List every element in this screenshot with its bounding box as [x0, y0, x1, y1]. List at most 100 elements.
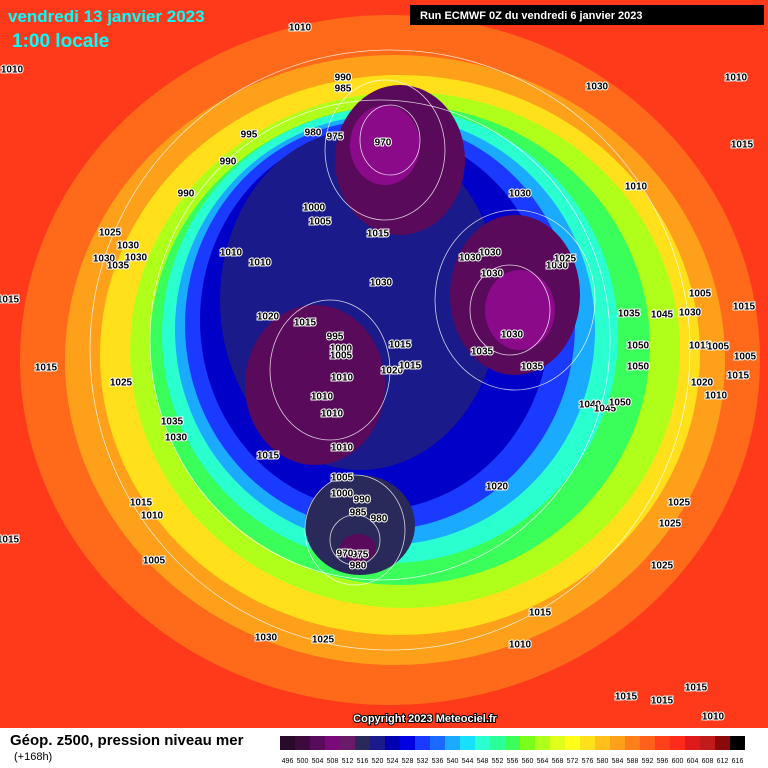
isobar-label: 1035 [107, 261, 130, 272]
isobar-label: 1010 [289, 23, 312, 34]
colorbar-label: 612 [717, 758, 729, 765]
isobar-label: 1015 [733, 302, 756, 313]
colorbar-label: 564 [537, 758, 549, 765]
colorbar-swatch [520, 736, 535, 750]
colorbar-label: 556 [507, 758, 519, 765]
colorbar-label: 536 [432, 758, 444, 765]
colorbar-swatch [550, 736, 565, 750]
colorbar-label: 584 [612, 758, 624, 765]
isobar-label: 1010 [1, 65, 24, 76]
isobar-label: 1005 [330, 351, 353, 362]
isobar-label: 980 [350, 561, 367, 572]
isobar-label: 1005 [689, 289, 712, 300]
isobar-label: 1015 [257, 451, 280, 462]
colorbar-swatch [355, 736, 370, 750]
isobar-label: 1030 [125, 253, 148, 264]
isobar-label: 980 [371, 514, 388, 525]
isobar-label: 1010 [702, 712, 725, 723]
isobar-label: 1025 [659, 519, 682, 530]
colorbar-swatch [700, 736, 715, 750]
isobar-label: 990 [354, 495, 371, 506]
isobar-label: 1030 [481, 269, 504, 280]
isobar-label: 1050 [627, 362, 650, 373]
colorbar-swatch [340, 736, 355, 750]
isobar-label: 1020 [381, 366, 404, 377]
isobar-label: 990 [178, 189, 195, 200]
colorbar-label: 604 [687, 758, 699, 765]
isobar-label: 1015 [727, 371, 750, 382]
isobar-label: 1030 [370, 278, 393, 289]
isobar-label: 1015 [685, 683, 708, 694]
colorbar-swatch [685, 736, 700, 750]
isobar-label: 1010 [331, 373, 354, 384]
isobar-label: 1005 [143, 556, 166, 567]
isobar-label: 1030 [459, 253, 482, 264]
isobar-label: 995 [241, 130, 258, 141]
isobar-label: 1030 [546, 261, 569, 272]
isobar-label: 1035 [521, 362, 544, 373]
colorbar-swatch [715, 736, 730, 750]
run-info: Run ECMWF 0Z du vendredi 6 janvier 2023 [420, 10, 643, 22]
colorbar-label: 580 [597, 758, 609, 765]
isobar-label: 1015 [731, 140, 754, 151]
isobar-label: 1020 [691, 378, 714, 389]
isobar-label: 1010 [311, 392, 334, 403]
colorbar-swatch [385, 736, 400, 750]
colorbar-swatch [430, 736, 445, 750]
isobar-label: 1035 [618, 309, 641, 320]
isobar-label: 1025 [99, 228, 122, 239]
isobar-label: 1010 [725, 73, 748, 84]
isobar-label: 970 [337, 549, 354, 560]
colorbar-swatch [490, 736, 505, 750]
colorbar-label: 608 [702, 758, 714, 765]
colorbar-swatch [400, 736, 415, 750]
colorbar-swatch [460, 736, 475, 750]
isobar-label: 1015 [529, 608, 552, 619]
colorbar-label: 496 [282, 758, 294, 765]
isobar-label: 1000 [331, 489, 354, 500]
colorbar-label: 548 [477, 758, 489, 765]
colorbar-swatch [625, 736, 640, 750]
isobar-label: 1035 [471, 347, 494, 358]
isobar-label: 1020 [486, 482, 509, 493]
colorbar-swatch [310, 736, 325, 750]
isobar-label: 1010 [249, 258, 272, 269]
isobar-label: 1030 [117, 241, 140, 252]
colorbar-swatch [445, 736, 460, 750]
copyright: Copyright 2023 Meteociel.fr [353, 713, 497, 725]
isobar-label: 970 [375, 138, 392, 149]
isobar-label: 1000 [330, 344, 353, 355]
colorbar-label: 524 [387, 758, 399, 765]
colorbar-swatch [535, 736, 550, 750]
colorbar-label: 588 [627, 758, 639, 765]
isobar-label: 1040 [579, 400, 602, 411]
colorbar-swatch [670, 736, 685, 750]
isobar-label: 1015 [651, 696, 674, 707]
isobar-label: 1005 [707, 342, 730, 353]
isobar-label: 1010 [321, 409, 344, 420]
run-box [410, 5, 764, 25]
colorbar-swatch [610, 736, 625, 750]
forecast-time: 1:00 locale [12, 31, 109, 52]
colorbar-swatch [730, 736, 745, 750]
colorbar-swatch [580, 736, 595, 750]
isobar-label: 1050 [627, 341, 650, 352]
colorbar-label: 516 [357, 758, 369, 765]
isobar-label: 1000 [303, 203, 326, 214]
isobar-label: 1050 [609, 398, 632, 409]
isobar-label: 1030 [501, 330, 524, 341]
isobar-label: 1015 [399, 361, 422, 372]
colorbar: 496 500 504 508 512 516 520 524 528 532 536 540 544 5… [280, 736, 745, 765]
colorbar-label: 504 [312, 758, 324, 765]
isobar-label: 1030 [679, 308, 702, 319]
colorbar-label: 540 [447, 758, 459, 765]
isobar-label: 1010 [220, 248, 243, 259]
footer-lead: (+168h) [14, 751, 52, 763]
colorbar-label: 572 [567, 758, 579, 765]
isobar-label: 975 [352, 550, 369, 561]
isobar-label: 1030 [165, 433, 188, 444]
isobar-label: 1045 [594, 404, 617, 415]
isobar-label: 1010 [509, 640, 532, 651]
colorbar-label: 532 [417, 758, 429, 765]
